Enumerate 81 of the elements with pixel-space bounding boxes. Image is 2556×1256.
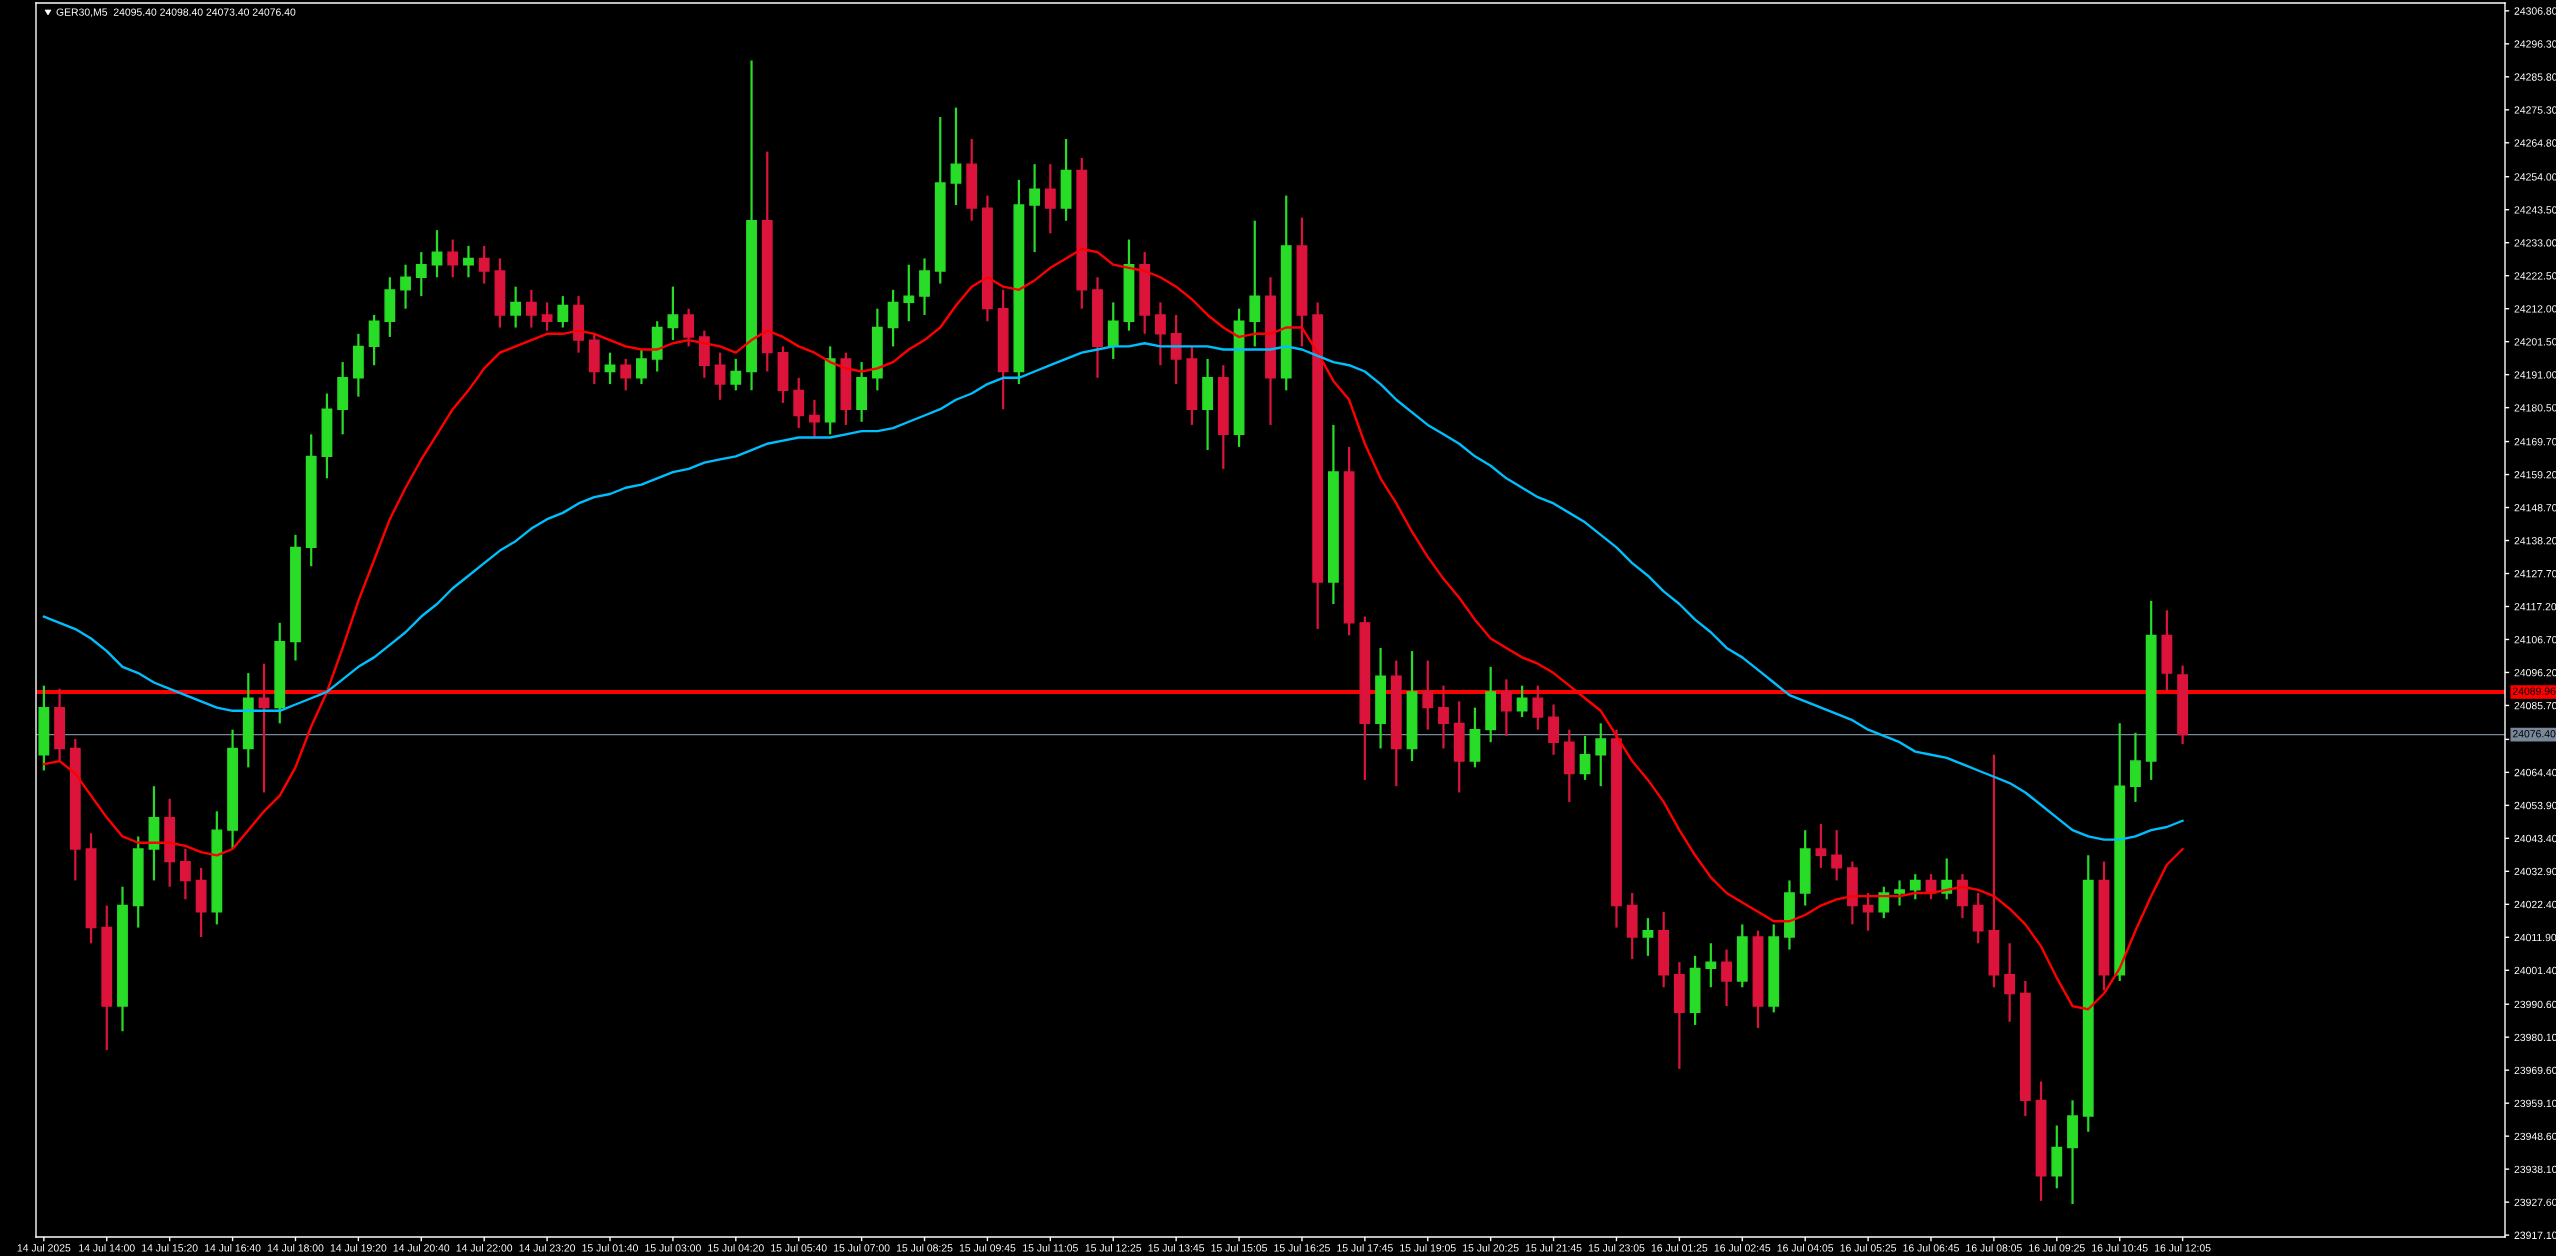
y-tick-label: 24117.20	[2514, 602, 2556, 611]
candlestick	[2004, 942, 2016, 1023]
x-tick-label: 15 Jul 08:25	[896, 1243, 953, 1252]
candlestick	[1721, 948, 1732, 1008]
x-tick-label: 15 Jul 23:05	[1588, 1243, 1645, 1252]
candlestick	[620, 357, 632, 392]
candlestick	[667, 285, 679, 342]
candlestick	[1909, 873, 1921, 901]
candlestick	[1500, 678, 1512, 738]
x-tick-label: 16 Jul 09:25	[2029, 1243, 2085, 1252]
x-tick-label: 15 Jul 04:20	[708, 1243, 764, 1252]
x-tick-label: 16 Jul 02:45	[1714, 1243, 1771, 1252]
x-tick-label: 15 Jul 09:45	[959, 1243, 1016, 1252]
candlestick	[510, 285, 522, 329]
x-tick-label: 14 Jul 14:00	[79, 1243, 135, 1252]
x-tick-label: 15 Jul 05:40	[771, 1243, 827, 1252]
x-tick-label: 16 Jul 01:25	[1651, 1243, 1708, 1252]
candlestick	[179, 847, 191, 901]
x-tick-label: 15 Jul 20:25	[1463, 1243, 1519, 1252]
x-tick-label: 14 Jul 20:40	[393, 1243, 450, 1252]
x-tick-label: 15 Jul 03:00	[645, 1243, 701, 1252]
candlestick	[950, 106, 962, 207]
candlestick	[1438, 684, 1449, 750]
candlestick	[1532, 684, 1544, 731]
candlestick	[1595, 722, 1607, 788]
x-tick-label: 15 Jul 17:45	[1337, 1243, 1393, 1252]
line-series	[42, 342, 2184, 841]
x-tick-label: 15 Jul 16:25	[1274, 1243, 1330, 1252]
x-tick-label: 14 Jul 2025	[17, 1243, 71, 1252]
candlestick	[1862, 891, 1874, 932]
candlestick	[557, 295, 569, 329]
candlestick	[1516, 684, 1528, 719]
candlestick	[1155, 301, 1166, 367]
ref-line-label: 24089.96	[2512, 687, 2556, 695]
candlestick	[730, 357, 742, 392]
candlestick	[1831, 829, 1843, 882]
x-tick-label: 15 Jul 07:00	[834, 1243, 890, 1252]
candlestick	[636, 348, 647, 386]
candlestick	[714, 351, 726, 401]
y-tick-label: 24011.90	[2514, 933, 2556, 942]
candlestick	[415, 251, 427, 298]
x-tick-label: 14 Jul 18:00	[267, 1243, 324, 1252]
x-tick-label: 14 Jul 15:20	[142, 1243, 198, 1252]
x-tick-label: 15 Jul 11:05	[1023, 1243, 1078, 1252]
x-tick-label: 16 Jul 04:05	[1777, 1243, 1834, 1252]
candlestick	[1029, 163, 1041, 254]
x-tick-label: 14 Jul 19:20	[330, 1243, 387, 1252]
x-tick-label: 14 Jul 16:40	[204, 1243, 261, 1252]
candlestick	[463, 244, 474, 279]
x-tick-label: 15 Jul 15:05	[1211, 1243, 1267, 1252]
candlestick	[683, 307, 695, 348]
candlestick	[478, 244, 490, 285]
candlestick	[431, 229, 443, 279]
x-tick-label: 15 Jul 01:40	[582, 1243, 638, 1252]
candlestick	[447, 238, 459, 279]
x-tick-label: 16 Jul 08:05	[1966, 1243, 2022, 1252]
candlestick	[1642, 917, 1654, 957]
candlestick	[903, 263, 915, 323]
candlestick	[525, 288, 537, 329]
x-tick-label: 15 Jul 13:45	[1148, 1243, 1205, 1252]
candlestick	[1705, 942, 1717, 989]
x-tick-label: 15 Jul 21:45	[1525, 1243, 1582, 1252]
candlestick	[1044, 163, 1056, 235]
x-tick-label: 15 Jul 12:25	[1085, 1243, 1142, 1252]
x-tick-label: 14 Jul 22:00	[456, 1243, 513, 1252]
chart-title: GER30,M5 24095.40 24098.40 24073.40 24076.40	[56, 8, 296, 18]
candlestick	[400, 263, 411, 310]
x-tick-label: 16 Jul 06:45	[1903, 1243, 1959, 1252]
x-tick-label: 14 Jul 23:20	[519, 1243, 576, 1252]
candlestick	[541, 301, 553, 332]
candlestick	[809, 398, 820, 439]
x-tick-label: 16 Jul 12:05	[2155, 1243, 2211, 1252]
candlestick	[1894, 879, 1905, 907]
x-tick-label: 15 Jul 19:05	[1400, 1243, 1456, 1252]
candlestick	[1579, 734, 1591, 782]
ref-line-label: 24076.40	[2512, 730, 2556, 738]
candlestick	[1422, 659, 1434, 731]
candlestick	[1815, 822, 1827, 869]
x-tick-label: 16 Jul 05:25	[1840, 1243, 1897, 1252]
x-tick-label: 16 Jul 10:45	[2092, 1243, 2148, 1252]
candlestick	[1878, 885, 1890, 920]
